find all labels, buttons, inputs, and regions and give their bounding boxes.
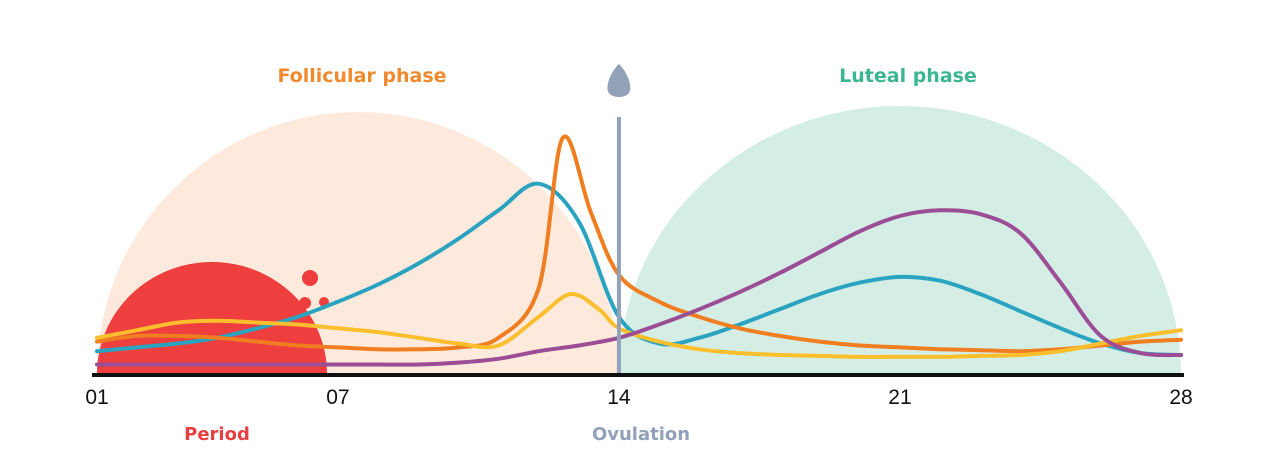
series-line-2 [95,134,1183,354]
x-tick-label: 01 [85,386,108,409]
series-line-4 [95,208,1183,367]
x-tick-label: 21 [888,386,911,409]
x-tick-label: 14 [607,386,631,409]
blood-drop-small [299,297,311,309]
follicular-phase-label: Follicular phase [277,65,446,87]
egg-drop-icon [607,64,631,97]
luteal-phase-area [618,105,1181,374]
x-tick-label: 07 [326,386,349,409]
period-label: Period [184,424,250,445]
luteal-phase-label: Luteal phase [839,65,977,87]
ovulation-label: Ovulation [592,424,690,445]
x-axis-ticks: 01 07 14 21 28 [85,386,1192,409]
blood-drop-large [302,270,318,286]
x-tick-label: 28 [1169,386,1192,409]
